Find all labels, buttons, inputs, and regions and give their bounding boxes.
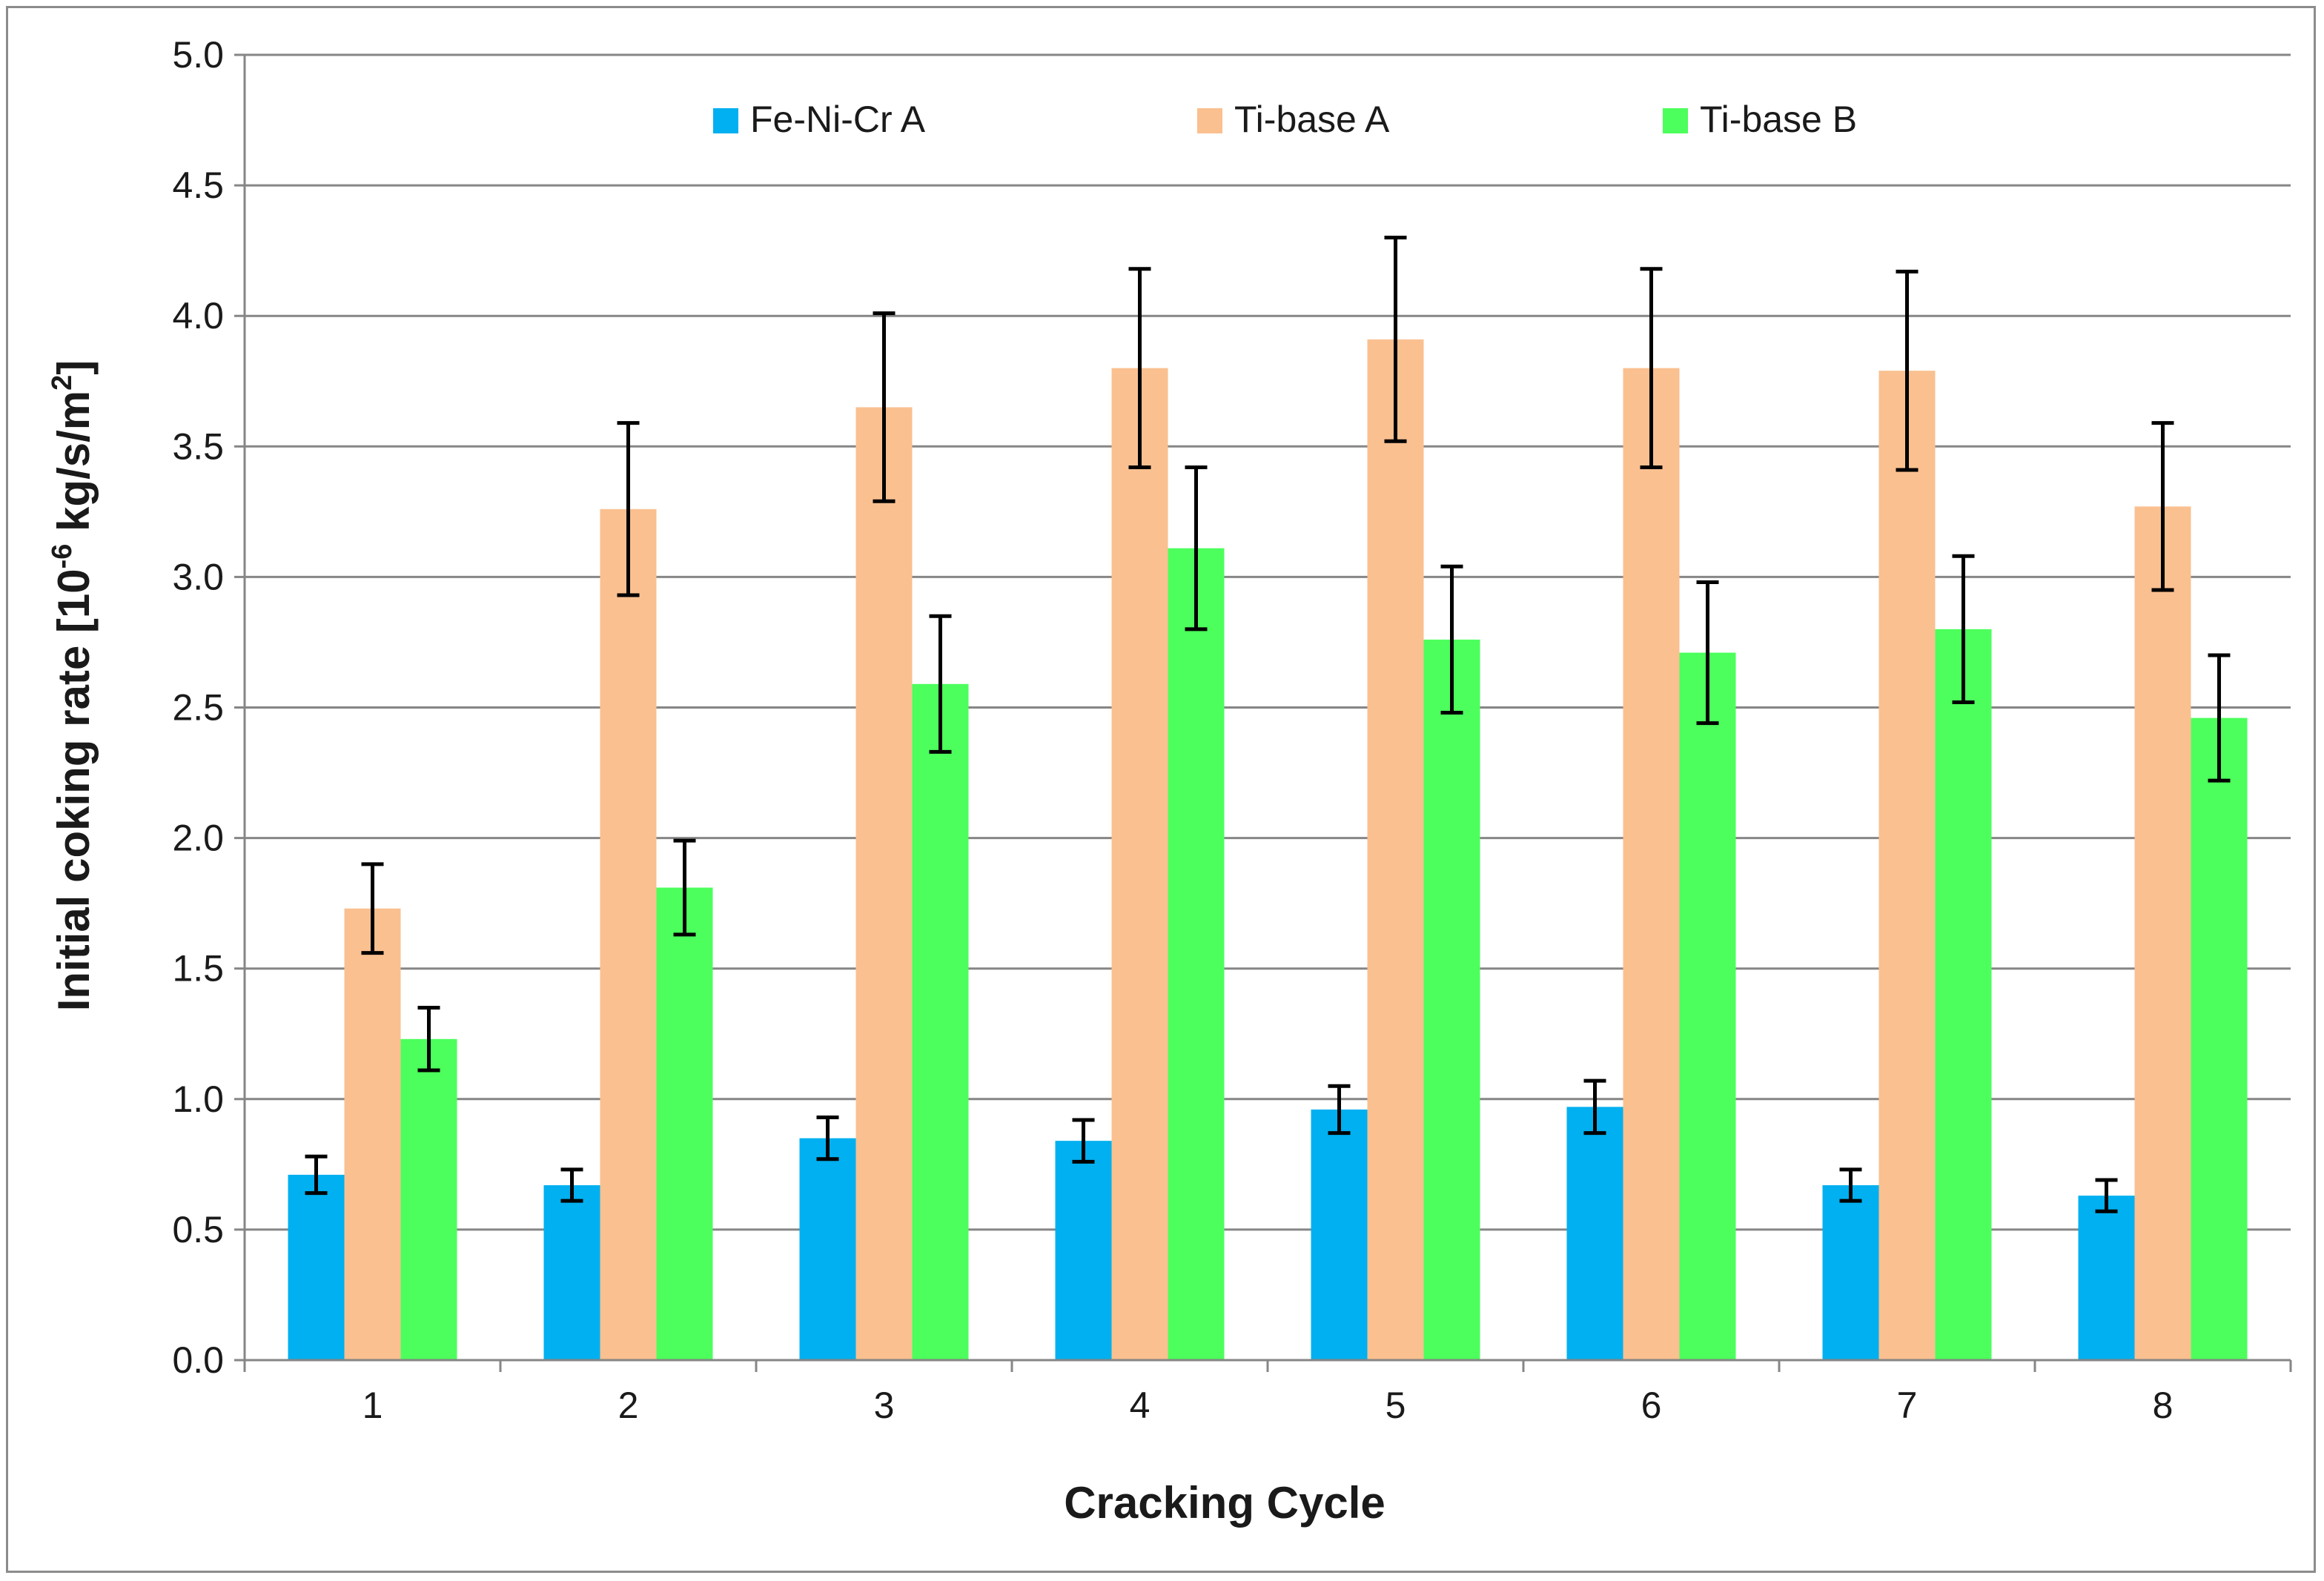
y-axis-title-unit: kg/s/m	[49, 391, 99, 544]
bar	[799, 1138, 856, 1360]
y-axis-title-suffix: ]	[49, 360, 99, 375]
error-bar	[417, 1006, 440, 1073]
error-bar	[1839, 1167, 1862, 1203]
error-bar	[673, 838, 696, 937]
bar	[1623, 368, 1680, 1360]
bar	[1311, 1109, 1368, 1360]
bar	[1566, 1107, 1623, 1360]
bar	[1367, 339, 1424, 1361]
error-bar	[929, 614, 952, 754]
legend-swatch	[713, 108, 738, 133]
x-tick-label: 7	[1897, 1385, 1918, 1426]
y-tick-label: 0.5	[172, 1209, 224, 1250]
y-tick-label: 3.5	[172, 425, 224, 467]
x-tick-label: 5	[1386, 1385, 1406, 1426]
y-axis-title-prefix: Initial coking rate [10	[49, 569, 99, 1011]
error-bar	[2208, 653, 2231, 783]
error-bar	[1696, 580, 1719, 726]
bar	[656, 887, 713, 1360]
error-bar	[2151, 421, 2174, 592]
legend-item: Ti-base A	[1197, 99, 1390, 140]
legend-swatch	[1663, 108, 1688, 133]
error-bar	[1440, 564, 1463, 715]
error-bar	[816, 1115, 839, 1161]
x-tick-label: 4	[1130, 1385, 1151, 1426]
bar	[2078, 1196, 2135, 1360]
y-tick-label: 2.5	[172, 687, 224, 729]
error-bar	[617, 421, 640, 597]
legend-item: Fe-Ni-Cr A	[713, 99, 926, 140]
error-bars	[305, 236, 2231, 1213]
error-bar	[1896, 269, 1919, 472]
bars	[288, 339, 2248, 1361]
y-tick-label: 4.5	[172, 165, 224, 206]
bar	[400, 1038, 457, 1360]
y-tick-label: 0.0	[172, 1339, 224, 1381]
error-bar	[361, 862, 384, 955]
error-bar	[2095, 1178, 2118, 1213]
x-tick-label: 2	[618, 1385, 639, 1426]
y-tick-label: 1.5	[172, 948, 224, 990]
y-axis-title: Initial coking rate [10-6 kg/s/m2]	[47, 360, 99, 1012]
bar	[1679, 652, 1736, 1360]
error-bar	[305, 1154, 328, 1196]
y-tick-label: 3.0	[172, 556, 224, 597]
bar	[1168, 548, 1225, 1361]
bar	[288, 1174, 345, 1360]
error-bar	[1128, 267, 1151, 469]
error-bar	[1583, 1078, 1606, 1136]
x-tick-label: 1	[362, 1385, 383, 1426]
legend-item: Ti-base B	[1663, 99, 1857, 140]
bar	[2191, 717, 2248, 1360]
bar	[1878, 371, 1936, 1360]
error-bar	[1185, 465, 1208, 632]
error-bar	[560, 1167, 583, 1203]
y-tick-label: 4.0	[172, 295, 224, 337]
bar	[1423, 639, 1480, 1360]
x-tick-label: 3	[874, 1385, 895, 1426]
y-axis-title-exponent: -6	[47, 544, 78, 569]
legend-label: Ti-base A	[1234, 99, 1390, 140]
x-axis-title: Cracking Cycle	[1064, 1478, 1386, 1528]
bar	[2134, 506, 2191, 1360]
x-tick-label: 6	[1641, 1385, 1662, 1426]
x-tick-labels: 1 2 3 4 5 6 7 8	[362, 1385, 2174, 1426]
y-tick-labels: 0.0 0.5 1.0 1.5 2.0 2.5 3.0 3.5 4.0 4.5 5.0	[172, 34, 224, 1381]
legend-label: Fe-Ni-Cr A	[750, 99, 926, 140]
error-bar	[1952, 554, 1975, 704]
bar	[543, 1185, 600, 1360]
y-tick-label: 2.0	[172, 818, 224, 859]
bar	[1055, 1141, 1112, 1360]
error-bar	[1072, 1118, 1095, 1164]
error-bar	[1328, 1084, 1351, 1136]
error-bar	[1640, 267, 1663, 469]
axes	[234, 53, 2292, 1372]
bar	[1822, 1185, 1879, 1360]
bar	[912, 683, 969, 1360]
bar	[855, 407, 913, 1360]
bar	[344, 908, 401, 1360]
legend-swatch	[1197, 108, 1222, 133]
legend-label: Ti-base B	[1700, 99, 1857, 140]
error-bar	[873, 311, 895, 503]
y-tick-label: 5.0	[172, 34, 224, 76]
x-tick-label: 8	[2153, 1385, 2174, 1426]
bar	[1935, 629, 1992, 1360]
y-tick-label: 1.0	[172, 1078, 224, 1120]
legend: Fe-Ni-Cr A Ti-base A Ti-base B	[713, 99, 1857, 140]
error-bar	[1384, 236, 1407, 443]
bar	[1111, 368, 1168, 1360]
y-axis-title-unit-exponent: 2	[47, 375, 78, 391]
bar	[600, 508, 657, 1360]
